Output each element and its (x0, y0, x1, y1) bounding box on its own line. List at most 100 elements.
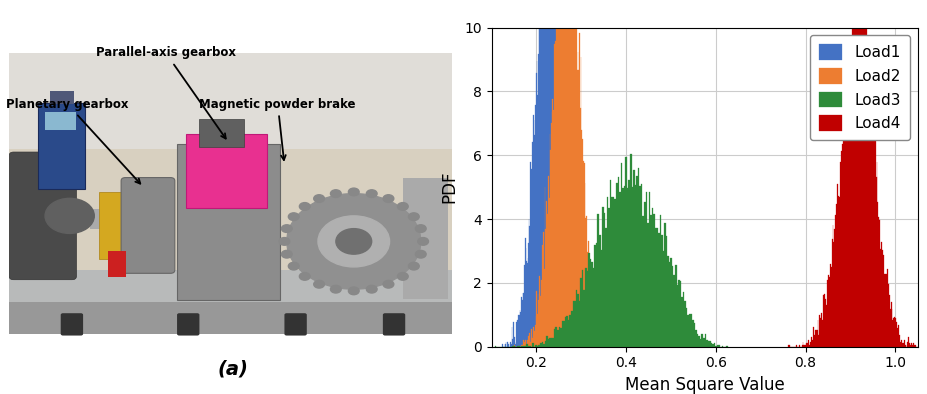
Bar (621, 163, 622, 347)
Bar (878, 202, 879, 347)
Bar (820, 318, 821, 347)
Bar (663, 251, 664, 347)
FancyBboxPatch shape (9, 152, 76, 280)
Bar (652, 208, 654, 347)
Bar (873, 111, 874, 347)
Bar (592, 268, 594, 347)
Bar (870, 79, 871, 347)
Circle shape (415, 250, 426, 258)
FancyBboxPatch shape (38, 102, 85, 189)
Bar (844, 117, 845, 347)
Circle shape (313, 195, 324, 203)
Bar (853, 11, 854, 347)
Circle shape (415, 225, 426, 232)
Bar (852, 28, 853, 347)
Bar (578, 301, 580, 347)
FancyBboxPatch shape (99, 192, 128, 259)
Bar (789, 345, 790, 347)
Bar (834, 229, 835, 347)
Bar (571, 311, 573, 347)
FancyBboxPatch shape (285, 313, 307, 336)
Bar (711, 343, 712, 347)
Bar (545, 340, 546, 347)
Bar (833, 242, 834, 347)
Circle shape (313, 281, 324, 288)
Bar (630, 154, 631, 347)
Bar (709, 340, 711, 347)
Bar (805, 345, 806, 347)
Bar (726, 346, 728, 347)
Bar (554, 329, 555, 347)
Bar (521, 346, 523, 347)
Bar (893, 320, 894, 347)
Circle shape (366, 285, 377, 293)
Bar (894, 318, 895, 347)
Bar (605, 229, 607, 347)
Circle shape (318, 216, 389, 267)
Bar (684, 301, 686, 347)
Bar (889, 295, 890, 347)
Bar (819, 315, 820, 347)
Bar (661, 234, 663, 347)
Bar (816, 330, 817, 347)
Circle shape (330, 285, 341, 293)
Circle shape (366, 190, 377, 197)
Bar (712, 344, 714, 347)
Bar (832, 225, 833, 347)
Bar (707, 340, 709, 347)
Bar (859, 0, 860, 347)
Bar (562, 322, 564, 347)
Bar (887, 269, 888, 347)
Bar (846, 116, 847, 347)
Bar (526, 344, 527, 347)
Bar (915, 345, 916, 347)
Circle shape (288, 213, 299, 221)
Bar (847, 39, 848, 347)
Bar (861, 0, 862, 347)
Circle shape (418, 238, 428, 245)
Bar (597, 214, 599, 347)
FancyBboxPatch shape (186, 134, 267, 208)
Bar (588, 253, 590, 347)
Circle shape (330, 190, 341, 197)
Bar (829, 277, 830, 347)
Bar (914, 345, 915, 347)
Bar (566, 316, 568, 347)
FancyBboxPatch shape (403, 178, 448, 299)
Bar (626, 157, 627, 347)
Bar (555, 327, 557, 347)
Bar (564, 321, 565, 347)
Bar (881, 249, 882, 347)
Bar (899, 335, 900, 347)
Bar (835, 216, 836, 347)
Bar (548, 339, 550, 347)
Bar (539, 345, 540, 347)
Bar (796, 345, 797, 347)
Bar (527, 346, 529, 347)
Bar (812, 340, 813, 347)
Bar (884, 273, 885, 347)
Bar (649, 191, 650, 347)
Bar (697, 334, 698, 347)
Bar (867, 51, 868, 347)
Bar (840, 162, 841, 347)
Bar (875, 141, 876, 347)
Bar (669, 262, 670, 347)
Bar (550, 338, 551, 347)
Bar (700, 339, 702, 347)
Bar (543, 344, 545, 347)
Circle shape (409, 213, 419, 221)
Bar (895, 318, 896, 347)
Bar (587, 271, 588, 347)
Bar (666, 236, 667, 347)
Bar (799, 345, 800, 347)
Bar (814, 335, 815, 347)
Bar (645, 191, 647, 347)
FancyBboxPatch shape (177, 313, 199, 336)
Text: Parallel-axis gearbox: Parallel-axis gearbox (95, 46, 235, 139)
Bar (591, 262, 592, 347)
Bar (518, 346, 520, 347)
Y-axis label: PDF: PDF (440, 171, 459, 203)
Bar (716, 346, 717, 347)
Bar (585, 268, 587, 347)
